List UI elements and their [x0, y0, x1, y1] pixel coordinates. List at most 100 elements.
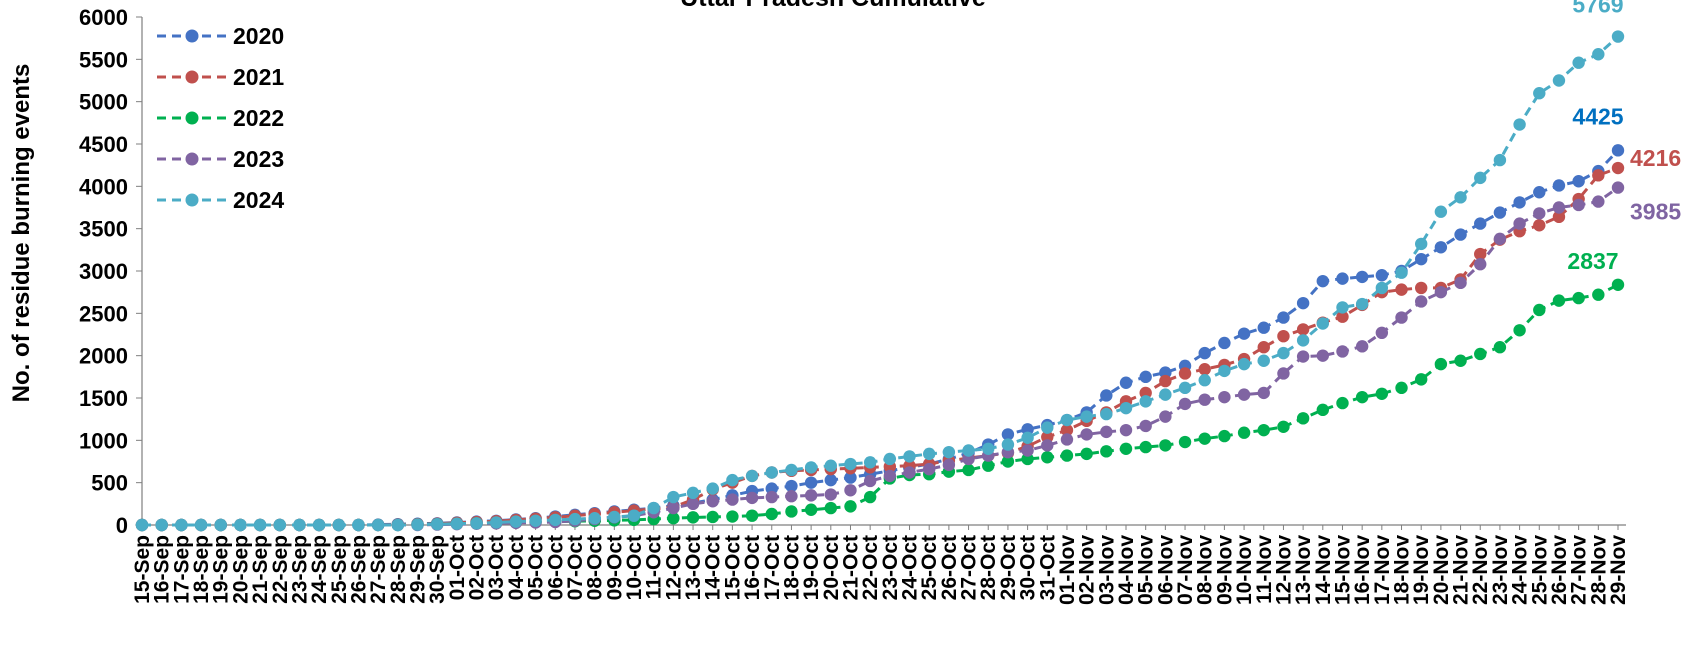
data-point — [1355, 270, 1369, 284]
x-tick-label: 27-Oct — [958, 535, 981, 600]
series-layer — [135, 30, 1625, 532]
data-point — [942, 458, 956, 472]
legend-item-2021: 2021 — [157, 64, 284, 90]
data-point — [253, 518, 267, 532]
data-point — [1159, 388, 1172, 401]
legend-label: 2021 — [233, 64, 284, 90]
x-tick-label: 02-Oct — [466, 535, 489, 600]
x-tick-label: 26-Oct — [938, 535, 961, 600]
data-point — [431, 517, 444, 531]
data-point — [844, 484, 857, 497]
data-point — [529, 514, 542, 527]
y-tick-label: 5500 — [79, 47, 128, 72]
x-tick-label: 01-Oct — [446, 535, 469, 600]
x-tick-label: 17-Oct — [761, 535, 784, 600]
data-point — [1060, 449, 1074, 462]
x-tick-label: 26-Nov — [1548, 535, 1571, 605]
y-axis-label: No. of residue burning events — [8, 64, 35, 403]
x-tick-label: 14-Oct — [702, 535, 725, 600]
data-point — [824, 473, 837, 487]
x-tick-label: 04-Nov — [1115, 535, 1138, 605]
data-point — [371, 518, 385, 532]
data-point — [785, 479, 798, 493]
data-point — [844, 471, 857, 484]
data-point — [1533, 303, 1546, 317]
data-point — [155, 518, 168, 532]
data-point — [1316, 274, 1330, 288]
data-point — [1434, 241, 1448, 254]
data-point — [1296, 412, 1310, 425]
y-tick-label: 4500 — [79, 132, 128, 157]
data-point — [1592, 288, 1605, 301]
x-tick-label: 27-Nov — [1568, 535, 1591, 605]
data-point — [824, 459, 837, 472]
data-point — [1454, 276, 1467, 290]
data-point — [1552, 201, 1566, 214]
data-point — [1296, 296, 1310, 310]
data-point — [549, 513, 562, 527]
data-point — [982, 459, 995, 472]
x-tick-label: 21-Sep — [249, 535, 272, 604]
legend-label: 2022 — [233, 105, 284, 131]
data-point — [1572, 291, 1585, 305]
data-point — [352, 518, 365, 532]
data-point — [1454, 228, 1467, 241]
x-tick-label: 24-Nov — [1509, 535, 1532, 605]
data-point — [1316, 349, 1330, 362]
x-tick-label: 26-Sep — [347, 535, 370, 604]
data-point — [1336, 396, 1349, 410]
x-tick-label: 21-Oct — [839, 535, 862, 600]
x-tick-label: 23-Nov — [1489, 535, 1512, 605]
data-point — [1316, 317, 1330, 330]
x-tick-label: 14-Nov — [1312, 535, 1335, 605]
end-value-label-2021: 4216 — [1630, 145, 1681, 171]
x-tick-label: 02-Nov — [1076, 535, 1099, 605]
data-point — [1572, 56, 1585, 69]
data-point — [883, 469, 897, 483]
data-point — [1001, 428, 1015, 441]
legend-label: 2020 — [233, 23, 284, 49]
x-tick-label: 11-Oct — [643, 535, 666, 599]
data-point — [686, 511, 700, 524]
data-point — [1159, 410, 1172, 423]
data-point — [1257, 321, 1270, 334]
data-point — [1119, 401, 1133, 415]
data-point — [1119, 423, 1133, 437]
series-2024 — [135, 30, 1625, 532]
data-point — [1474, 258, 1487, 271]
end-labels: 4425 4216 2837 3985 5769 — [1567, 0, 1681, 274]
data-point — [450, 517, 464, 530]
data-point — [234, 518, 247, 532]
data-point — [785, 490, 798, 503]
data-point — [1080, 428, 1093, 441]
data-point — [1434, 357, 1448, 371]
data-point — [1552, 294, 1566, 307]
data-point — [982, 442, 995, 455]
x-tick-label: 06-Nov — [1154, 535, 1177, 605]
x-tick-label: 29-Sep — [407, 535, 430, 604]
data-point — [273, 518, 286, 532]
data-point — [1100, 389, 1113, 402]
data-point — [1415, 295, 1428, 308]
x-tick-label: 05-Nov — [1135, 535, 1158, 605]
x-tick-label: 24-Sep — [308, 535, 331, 604]
x-tick-label: 25-Sep — [328, 535, 351, 604]
data-point — [608, 510, 621, 524]
data-point — [1474, 347, 1487, 361]
x-tick-label: 30-Sep — [426, 535, 449, 604]
series-2021 — [135, 161, 1625, 532]
data-point — [1198, 363, 1211, 376]
series-2023 — [135, 181, 1625, 532]
data-point — [1336, 301, 1349, 314]
x-tick-label: 09-Nov — [1213, 535, 1236, 605]
data-point — [1198, 346, 1211, 360]
y-tick-label: 1500 — [79, 386, 128, 411]
data-point — [923, 462, 936, 476]
data-point — [1395, 381, 1408, 395]
data-point — [706, 495, 719, 508]
data-point — [1395, 283, 1408, 296]
data-point — [1375, 326, 1389, 340]
data-point — [1533, 87, 1546, 100]
data-point — [1415, 373, 1428, 386]
